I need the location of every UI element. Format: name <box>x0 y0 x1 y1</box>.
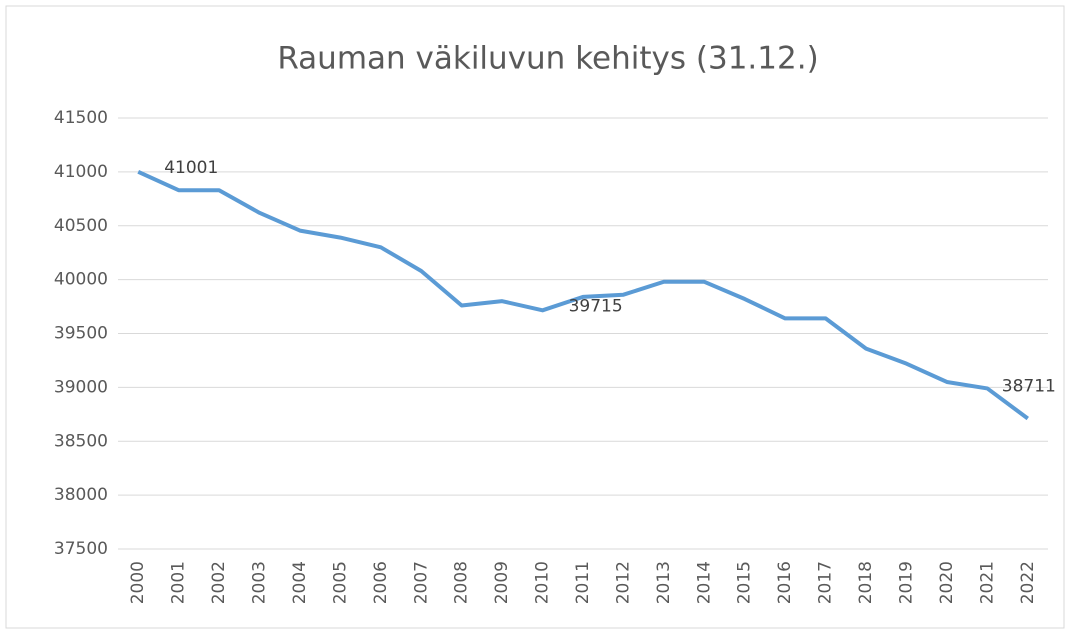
x-tick-label: 2000 <box>128 561 148 604</box>
y-tick-label: 40000 <box>54 270 108 290</box>
x-tick-label: 2016 <box>775 561 795 604</box>
x-tick-label: 2010 <box>533 561 553 604</box>
x-tick-label: 2003 <box>250 561 270 604</box>
y-tick-label: 37500 <box>54 539 108 559</box>
x-tick-label: 2001 <box>169 561 189 604</box>
chart-frame <box>5 5 1065 629</box>
x-tick-label: 2009 <box>492 561 512 604</box>
chart-title: Rauman väkiluvun kehitys (31.12.) <box>277 41 818 77</box>
y-tick-label: 41500 <box>54 108 108 128</box>
x-tick-label: 2022 <box>1018 561 1038 604</box>
line-series <box>137 169 1029 421</box>
x-tick-label: 2012 <box>613 561 633 604</box>
x-tick-label: 2019 <box>896 561 916 604</box>
x-tick-label: 2005 <box>330 561 350 604</box>
x-tick-label: 2008 <box>452 561 472 604</box>
y-tick-label: 41000 <box>54 162 108 182</box>
y-tick-label: 39500 <box>54 324 108 344</box>
x-tick-label: 2007 <box>411 561 431 604</box>
y-tick-label: 38000 <box>54 485 108 505</box>
data-label: 39715 <box>569 296 623 316</box>
y-tick-label: 40500 <box>54 216 108 236</box>
x-tick-label: 2002 <box>209 561 229 604</box>
x-tick-label: 2018 <box>856 561 876 604</box>
x-tick-label: 2006 <box>371 561 391 604</box>
x-tick-label: 2014 <box>694 561 714 604</box>
y-tick-label: 38500 <box>54 431 108 451</box>
x-tick-label: 2017 <box>816 561 836 604</box>
x-tick-label: 2013 <box>654 561 674 604</box>
x-tick-label: 2015 <box>735 561 755 604</box>
x-tick-label: 2021 <box>977 561 997 604</box>
y-tick-label: 39000 <box>54 377 108 397</box>
x-tick-label: 2004 <box>290 561 310 604</box>
x-tick-label: 2020 <box>937 561 957 604</box>
data-label: 38711 <box>1002 377 1056 397</box>
x-tick-label: 2011 <box>573 561 593 604</box>
data-label: 41001 <box>164 158 218 178</box>
